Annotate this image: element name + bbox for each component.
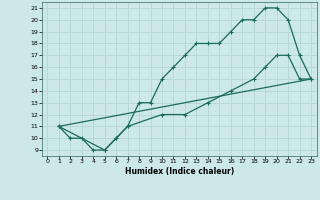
X-axis label: Humidex (Indice chaleur): Humidex (Indice chaleur) xyxy=(124,167,234,176)
